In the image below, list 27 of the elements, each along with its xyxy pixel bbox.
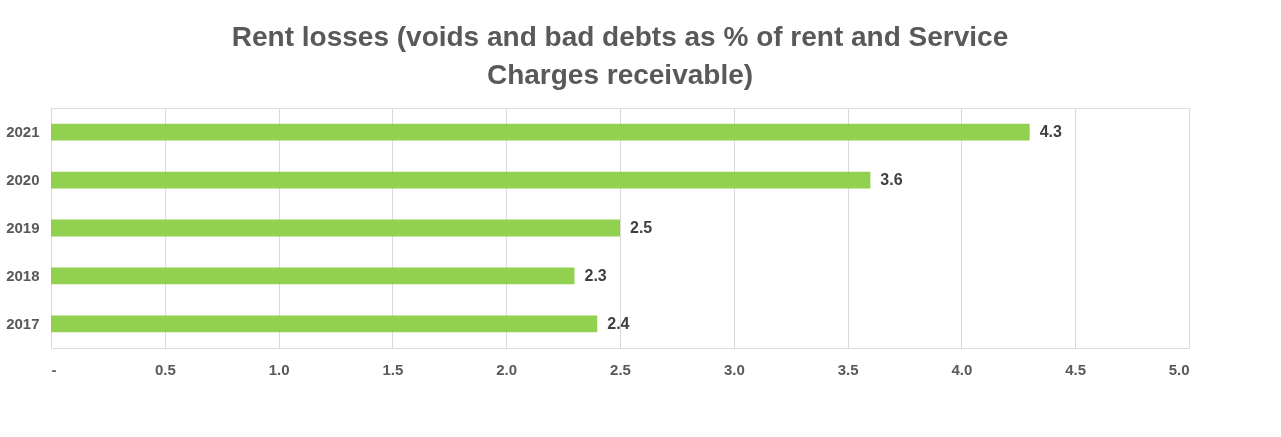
bar — [51, 123, 1030, 141]
data-label: 4.3 — [1039, 123, 1063, 141]
y-tick-label: 2017 — [6, 314, 40, 332]
x-tick-label: 4.5 — [1065, 360, 1087, 378]
x-tick-label: 1.0 — [268, 360, 290, 378]
y-tick-label: 2021 — [6, 123, 40, 141]
data-label: 2.3 — [584, 266, 607, 284]
y-tick-label: 2020 — [6, 171, 40, 189]
bar — [51, 219, 620, 237]
x-tick-label: 3.0 — [723, 360, 745, 378]
bar — [51, 171, 871, 189]
y-tick-label: 2019 — [6, 219, 40, 236]
data-label: 3.6 — [880, 171, 903, 189]
x-tick-label: - — [51, 360, 57, 378]
x-tick-label: 2.0 — [496, 360, 518, 378]
x-tick-label: 3.5 — [837, 360, 859, 378]
data-label: 2.4 — [607, 314, 630, 332]
x-tick-label: 1.5 — [382, 360, 404, 378]
x-tick-label: 0.5 — [154, 360, 176, 378]
bar — [51, 267, 575, 285]
x-tick-label: 4.0 — [951, 360, 973, 378]
x-tick-label: 2.5 — [610, 360, 631, 378]
chart-title: Rent losses (voids and bad debts as % of rent and Service Charges receivable) — [231, 21, 1009, 90]
y-tick-label: 2018 — [6, 266, 40, 284]
bar — [51, 315, 598, 333]
data-label: 2.5 — [630, 219, 653, 236]
x-tick-label: 5.0 — [1168, 360, 1190, 378]
